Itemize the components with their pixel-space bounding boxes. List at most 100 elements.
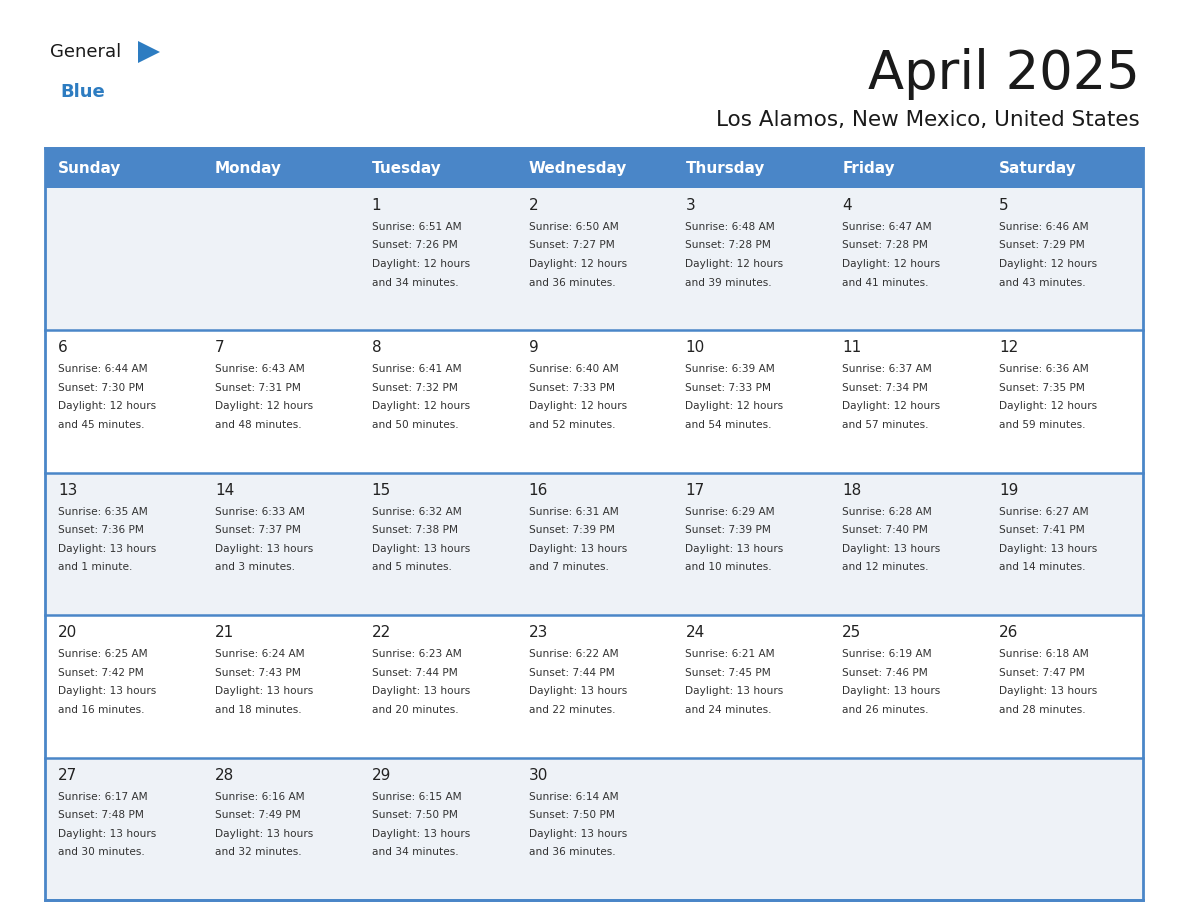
Text: Daylight: 13 hours: Daylight: 13 hours xyxy=(999,543,1098,554)
Text: Daylight: 12 hours: Daylight: 12 hours xyxy=(58,401,156,411)
Text: Sunrise: 6:15 AM: Sunrise: 6:15 AM xyxy=(372,791,461,801)
Text: Wednesday: Wednesday xyxy=(529,161,627,175)
Text: and 43 minutes.: and 43 minutes. xyxy=(999,277,1086,287)
Text: and 20 minutes.: and 20 minutes. xyxy=(372,705,459,715)
Text: Daylight: 13 hours: Daylight: 13 hours xyxy=(529,686,627,696)
Text: Sunrise: 6:27 AM: Sunrise: 6:27 AM xyxy=(999,507,1088,517)
Text: Sunrise: 6:44 AM: Sunrise: 6:44 AM xyxy=(58,364,147,375)
Text: Saturday: Saturday xyxy=(999,161,1076,175)
Text: Daylight: 13 hours: Daylight: 13 hours xyxy=(215,829,314,839)
Text: 3: 3 xyxy=(685,198,695,213)
Text: Sunrise: 6:48 AM: Sunrise: 6:48 AM xyxy=(685,222,776,232)
Text: Daylight: 13 hours: Daylight: 13 hours xyxy=(685,543,784,554)
Text: 30: 30 xyxy=(529,767,548,783)
Text: 16: 16 xyxy=(529,483,548,498)
Text: Sunrise: 6:16 AM: Sunrise: 6:16 AM xyxy=(215,791,304,801)
Text: 12: 12 xyxy=(999,341,1018,355)
Text: Daylight: 13 hours: Daylight: 13 hours xyxy=(842,543,941,554)
Text: Sunset: 7:43 PM: Sunset: 7:43 PM xyxy=(215,667,301,677)
Text: Sunrise: 6:28 AM: Sunrise: 6:28 AM xyxy=(842,507,933,517)
Text: Sunset: 7:40 PM: Sunset: 7:40 PM xyxy=(842,525,928,535)
Text: April 2025: April 2025 xyxy=(868,48,1140,100)
Text: General: General xyxy=(50,43,121,61)
Text: Daylight: 12 hours: Daylight: 12 hours xyxy=(999,401,1098,411)
Text: 18: 18 xyxy=(842,483,861,498)
Text: Sunset: 7:42 PM: Sunset: 7:42 PM xyxy=(58,667,144,677)
Text: Sunrise: 6:33 AM: Sunrise: 6:33 AM xyxy=(215,507,305,517)
Text: Sunset: 7:31 PM: Sunset: 7:31 PM xyxy=(215,383,301,393)
Text: and 10 minutes.: and 10 minutes. xyxy=(685,563,772,572)
Text: 5: 5 xyxy=(999,198,1009,213)
Text: Daylight: 12 hours: Daylight: 12 hours xyxy=(215,401,312,411)
Text: Thursday: Thursday xyxy=(685,161,765,175)
Text: Daylight: 12 hours: Daylight: 12 hours xyxy=(529,259,627,269)
Text: and 50 minutes.: and 50 minutes. xyxy=(372,420,459,430)
Bar xyxy=(45,148,1143,900)
Text: Daylight: 12 hours: Daylight: 12 hours xyxy=(842,259,941,269)
Text: and 5 minutes.: and 5 minutes. xyxy=(372,563,451,572)
Text: 21: 21 xyxy=(215,625,234,640)
Text: Sunset: 7:37 PM: Sunset: 7:37 PM xyxy=(215,525,301,535)
Text: and 59 minutes.: and 59 minutes. xyxy=(999,420,1086,430)
Text: and 41 minutes.: and 41 minutes. xyxy=(842,277,929,287)
Text: 24: 24 xyxy=(685,625,704,640)
Text: Sunset: 7:33 PM: Sunset: 7:33 PM xyxy=(685,383,771,393)
Text: 19: 19 xyxy=(999,483,1018,498)
Text: Sunset: 7:35 PM: Sunset: 7:35 PM xyxy=(999,383,1085,393)
Text: Sunrise: 6:39 AM: Sunrise: 6:39 AM xyxy=(685,364,776,375)
Text: Sunset: 7:41 PM: Sunset: 7:41 PM xyxy=(999,525,1085,535)
Bar xyxy=(45,615,1143,757)
Text: Sunrise: 6:14 AM: Sunrise: 6:14 AM xyxy=(529,791,618,801)
Text: 6: 6 xyxy=(58,341,68,355)
Text: 25: 25 xyxy=(842,625,861,640)
Text: and 36 minutes.: and 36 minutes. xyxy=(529,847,615,857)
Text: Daylight: 12 hours: Daylight: 12 hours xyxy=(842,401,941,411)
Text: Daylight: 13 hours: Daylight: 13 hours xyxy=(58,686,157,696)
Text: Daylight: 13 hours: Daylight: 13 hours xyxy=(215,543,314,554)
Text: Sunset: 7:50 PM: Sunset: 7:50 PM xyxy=(372,810,457,820)
Text: Sunset: 7:27 PM: Sunset: 7:27 PM xyxy=(529,241,614,251)
Text: Sunrise: 6:46 AM: Sunrise: 6:46 AM xyxy=(999,222,1088,232)
Text: Sunset: 7:39 PM: Sunset: 7:39 PM xyxy=(529,525,614,535)
Text: and 57 minutes.: and 57 minutes. xyxy=(842,420,929,430)
Text: and 36 minutes.: and 36 minutes. xyxy=(529,277,615,287)
Text: 14: 14 xyxy=(215,483,234,498)
Text: Tuesday: Tuesday xyxy=(372,161,442,175)
Text: 4: 4 xyxy=(842,198,852,213)
Text: 22: 22 xyxy=(372,625,391,640)
Text: 2: 2 xyxy=(529,198,538,213)
Text: Sunrise: 6:37 AM: Sunrise: 6:37 AM xyxy=(842,364,933,375)
Text: and 14 minutes.: and 14 minutes. xyxy=(999,563,1086,572)
Text: Daylight: 13 hours: Daylight: 13 hours xyxy=(58,829,157,839)
Text: Daylight: 12 hours: Daylight: 12 hours xyxy=(685,259,784,269)
Text: Sunrise: 6:29 AM: Sunrise: 6:29 AM xyxy=(685,507,775,517)
Text: Sunset: 7:45 PM: Sunset: 7:45 PM xyxy=(685,667,771,677)
Text: Sunset: 7:33 PM: Sunset: 7:33 PM xyxy=(529,383,614,393)
Text: 23: 23 xyxy=(529,625,548,640)
Text: Daylight: 12 hours: Daylight: 12 hours xyxy=(685,401,784,411)
Text: Sunset: 7:39 PM: Sunset: 7:39 PM xyxy=(685,525,771,535)
Text: Monday: Monday xyxy=(215,161,282,175)
Text: Daylight: 13 hours: Daylight: 13 hours xyxy=(372,686,470,696)
Text: 15: 15 xyxy=(372,483,391,498)
Polygon shape xyxy=(138,41,160,63)
Text: and 28 minutes.: and 28 minutes. xyxy=(999,705,1086,715)
Text: Sunset: 7:48 PM: Sunset: 7:48 PM xyxy=(58,810,144,820)
Text: 7: 7 xyxy=(215,341,225,355)
Text: 20: 20 xyxy=(58,625,77,640)
Text: Sunset: 7:44 PM: Sunset: 7:44 PM xyxy=(372,667,457,677)
Text: and 39 minutes.: and 39 minutes. xyxy=(685,277,772,287)
Text: and 54 minutes.: and 54 minutes. xyxy=(685,420,772,430)
Text: Sunset: 7:26 PM: Sunset: 7:26 PM xyxy=(372,241,457,251)
Text: Sunday: Sunday xyxy=(58,161,121,175)
Text: 10: 10 xyxy=(685,341,704,355)
Text: Daylight: 13 hours: Daylight: 13 hours xyxy=(685,686,784,696)
Text: Daylight: 13 hours: Daylight: 13 hours xyxy=(999,686,1098,696)
Text: Blue: Blue xyxy=(61,83,105,101)
Text: Sunrise: 6:21 AM: Sunrise: 6:21 AM xyxy=(685,649,775,659)
Text: and 26 minutes.: and 26 minutes. xyxy=(842,705,929,715)
Text: 17: 17 xyxy=(685,483,704,498)
Text: Daylight: 13 hours: Daylight: 13 hours xyxy=(842,686,941,696)
Text: and 22 minutes.: and 22 minutes. xyxy=(529,705,615,715)
Text: Daylight: 13 hours: Daylight: 13 hours xyxy=(372,543,470,554)
